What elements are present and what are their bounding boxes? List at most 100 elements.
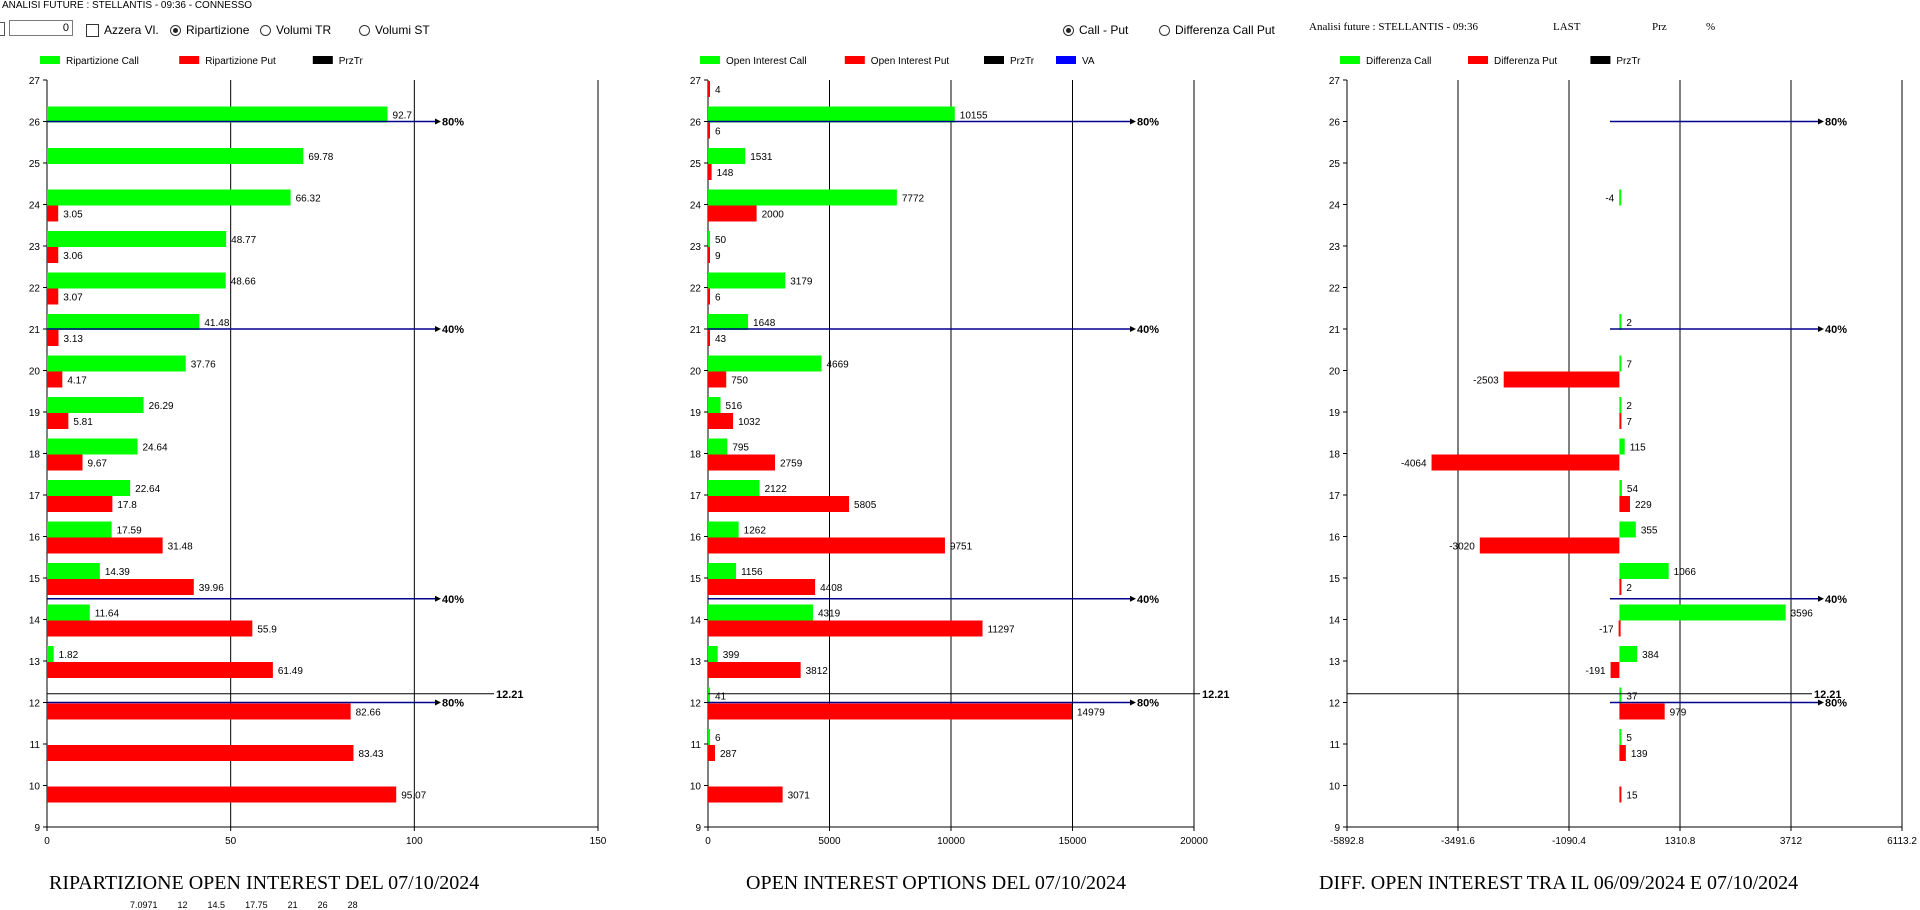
x-tick-label: -5892.8 [1330,836,1364,847]
y-tick-label: 21 [29,325,41,336]
y-tick-label: 18 [690,450,702,461]
prztr-label: 12.21 [496,689,524,701]
percent-label: 40% [442,594,464,606]
data-label: 2 [1626,401,1632,412]
y-tick-label: 11 [691,740,702,751]
y-tick-label: 17 [690,491,702,502]
data-label: 516 [726,401,743,412]
data-label: 10155 [960,111,988,122]
put-bar [708,454,776,471]
azzera-checkbox[interactable]: Azzera Vl. [86,23,159,37]
call-bar [708,314,749,330]
data-label: 4669 [826,360,849,371]
percent-label: 80% [442,117,464,129]
call-bar [1619,646,1638,662]
collapsed-control[interactable] [0,22,5,36]
footer-value: 14.5 [207,900,226,910]
info-last: LAST [1553,21,1581,33]
radio-ripartizione[interactable]: Ripartizione [170,23,249,37]
put-bar [1503,371,1620,388]
radio-dot[interactable] [170,24,181,36]
call-bar [47,646,54,662]
legend-label: Ripartizione Call [66,56,139,67]
call-bar [708,729,710,745]
radio-call-put[interactable]: Call - Put [1063,23,1128,37]
radio-volumi-st[interactable]: Volumi ST [359,23,430,37]
radio-dot[interactable] [1063,24,1074,36]
y-tick-label: 13 [29,657,41,668]
info-pct: % [1706,21,1716,33]
checkbox-box[interactable] [86,23,99,37]
percent-label: 80% [1137,698,1159,710]
put-bar [1619,703,1665,720]
radio-label: Volumi ST [375,23,430,37]
put-bar [47,288,59,305]
y-tick-label: 27 [1329,76,1341,87]
data-label: 6 [715,127,721,138]
info-title: Analisi future : STELLANTIS - 09:36 [1309,21,1478,33]
y-tick-label: 13 [1329,657,1341,668]
data-label: 750 [731,376,748,387]
put-bar [47,454,83,471]
percent-arrow-icon [1818,699,1824,706]
data-label: 82.66 [356,708,381,719]
y-tick-label: 22 [29,284,41,295]
radio-differenza[interactable]: Differenza Call Put [1159,23,1275,37]
x-tick-label: 20000 [1180,836,1208,847]
y-tick-label: 10 [29,782,41,793]
y-tick-label: 10 [690,782,702,793]
legend-label: VA [1082,56,1095,67]
call-bar [708,646,718,662]
put-bar [708,745,715,761]
data-label: 795 [732,443,749,454]
call-bar [47,438,138,455]
radio-label: Call - Put [1079,23,1129,37]
y-tick-label: 10 [1329,782,1341,793]
y-tick-label: 16 [1329,533,1341,544]
legend-label: Open Interest Put [871,56,950,67]
legend-swatch-va [1056,56,1076,64]
put-bar [708,205,757,222]
legend-swatch-open-interest-put [844,56,865,64]
data-label: 69.78 [308,152,333,163]
prztr-label: 12.21 [1814,689,1842,701]
data-label: 15 [1626,791,1638,802]
data-label: 355 [1641,526,1658,537]
call-bar [47,106,388,123]
legend-swatch-differenza-call [1340,56,1360,64]
call-bar [47,272,226,289]
call-bar [708,272,786,289]
number-input[interactable]: 0 [9,20,73,36]
radio-volumi-tr[interactable]: Volumi TR [260,23,331,37]
data-label: 6 [715,733,721,744]
radio-dot[interactable] [359,24,370,36]
y-tick-label: 9 [1334,823,1340,834]
put-bar [708,496,850,512]
y-tick-label: 20 [29,367,41,378]
percent-label: 80% [1137,117,1159,129]
y-tick-label: 25 [1329,159,1341,170]
put-bar [1619,745,1626,761]
call-bar [708,687,710,704]
call-bar [708,148,746,164]
data-label: 139 [1631,749,1648,760]
percent-label: 40% [1825,324,1847,336]
data-label: 3179 [790,277,813,288]
percent-arrow-icon [1818,326,1824,332]
y-tick-label: 25 [690,159,702,170]
data-label: 2759 [780,459,803,470]
put-bar [708,164,712,180]
y-tick-label: 14 [29,616,41,627]
radio-dot[interactable] [260,24,271,36]
call-bar [47,397,144,413]
call-bar [708,231,710,247]
data-label: 61.49 [278,666,303,677]
radio-dot[interactable] [1159,24,1170,36]
y-tick-label: 14 [690,616,702,627]
percent-arrow-icon [1130,118,1136,125]
y-tick-label: 24 [1329,201,1341,212]
put-bar [708,413,734,429]
chart-title-differenza: DIFF. OPEN INTEREST TRA IL 06/09/2024 E … [1319,872,1799,894]
data-label: 1531 [750,152,773,163]
x-tick-label: 15000 [1059,836,1087,847]
